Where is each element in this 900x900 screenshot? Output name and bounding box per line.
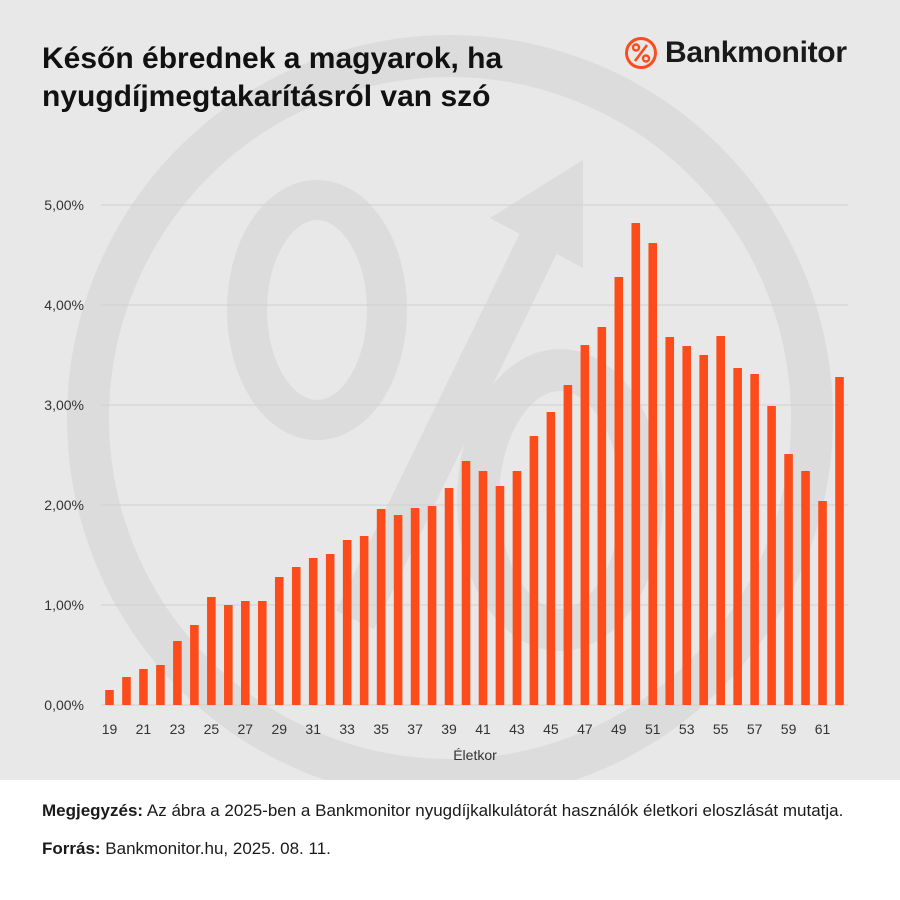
bar-age-45 [546, 412, 556, 705]
bar-age-24 [190, 625, 199, 705]
chart-source: Forrás: Bankmonitor.hu, 2025. 08. 11. [42, 838, 862, 860]
bar-age-40 [461, 461, 471, 705]
bar-age-49 [614, 277, 624, 705]
bar-age-30 [291, 567, 301, 705]
bar-age-23 [173, 641, 182, 705]
bar-age-54 [699, 355, 708, 705]
percent-watermark-icon [67, 35, 833, 780]
footer-notes: Megjegyzés: Az ábra a 2025-ben a Bankmon… [42, 800, 862, 876]
x-tick-label: 53 [679, 721, 695, 737]
source-text: Bankmonitor.hu, 2025. 08. 11. [100, 839, 331, 858]
bar-age-35 [376, 509, 386, 705]
x-tick-label: 59 [781, 721, 797, 737]
y-tick-label: 4,00% [44, 297, 84, 313]
bar-age-52 [665, 337, 675, 705]
bar-age-56 [733, 368, 742, 705]
x-tick-label: 41 [475, 721, 491, 737]
bar-age-58 [767, 406, 776, 705]
page-title: Későn ébrednek a magyarok, ha nyugdíjmeg… [42, 42, 503, 113]
bar-age-22 [156, 665, 165, 705]
bar-age-61 [818, 501, 827, 705]
x-tick-label: 27 [238, 721, 254, 737]
x-tick-label: 25 [204, 721, 220, 737]
chart-bars [105, 223, 844, 705]
bar-age-29 [274, 577, 284, 705]
bar-age-28 [257, 601, 267, 705]
chart-panel: Későn ébrednek a magyarok, ha nyugdíjmeg… [0, 0, 900, 780]
x-tick-label: 51 [645, 721, 661, 737]
bar-age-27 [241, 601, 250, 705]
bar-age-41 [478, 471, 488, 705]
x-tick-label: 49 [611, 721, 627, 737]
bar-chart: 0,00% 1,00% 2,00% 3,00% 4,00% 5,00% 19 21 23 25 2… [44, 197, 848, 763]
x-tick-label: 19 [102, 721, 118, 737]
note-label: Megjegyzés: [42, 801, 144, 820]
bar-age-37 [410, 508, 420, 705]
bar-age-57 [750, 374, 759, 705]
brand-name: Bankmonitor [665, 36, 847, 69]
bar-age-43 [512, 471, 522, 705]
x-tick-label: 23 [170, 721, 186, 737]
bar-age-19 [105, 690, 114, 705]
y-axis-tick-labels: 0,00% 1,00% 2,00% 3,00% 4,00% 5,00% [44, 197, 84, 713]
x-tick-label: 45 [543, 721, 559, 737]
bar-age-20 [122, 677, 131, 705]
bar-age-59 [784, 454, 793, 705]
x-tick-label: 35 [373, 721, 389, 737]
x-tick-label: 31 [305, 721, 321, 737]
y-tick-label: 0,00% [44, 697, 84, 713]
x-axis-title: Életkor [453, 747, 497, 763]
bar-age-32 [325, 554, 335, 705]
bar-age-25 [207, 597, 216, 705]
bar-age-42 [495, 486, 505, 705]
bar-age-31 [308, 558, 318, 705]
bar-age-60 [801, 471, 810, 705]
x-axis-tick-labels: 19 21 23 25 27 29 31 33 35 37 39 41 43 45 47 49 51 53 55 57… [102, 721, 831, 737]
source-label: Forrás: [42, 839, 101, 858]
percent-circle-icon [625, 37, 657, 69]
bar-age-46 [563, 385, 573, 705]
bar-age-21 [139, 669, 148, 705]
x-tick-label: 57 [747, 721, 763, 737]
note-text: Az ábra a 2025-ben a Bankmonitor nyugdíj… [143, 801, 844, 820]
bar-age-50 [631, 223, 641, 705]
bar-age-44 [529, 436, 539, 705]
x-tick-label: 39 [441, 721, 457, 737]
bar-age-62 [835, 377, 844, 705]
bar-age-53 [682, 346, 692, 705]
x-tick-label: 21 [136, 721, 152, 737]
x-tick-label: 43 [509, 721, 525, 737]
x-tick-label: 47 [577, 721, 593, 737]
y-tick-label: 1,00% [44, 597, 84, 613]
x-tick-label: 37 [407, 721, 423, 737]
x-tick-label: 29 [271, 721, 287, 737]
bar-age-38 [427, 506, 437, 705]
bar-age-34 [359, 536, 369, 705]
bar-age-48 [597, 327, 607, 705]
x-tick-label: 55 [713, 721, 729, 737]
x-tick-label: 61 [815, 721, 831, 737]
bar-age-47 [580, 345, 590, 705]
bar-age-39 [444, 488, 454, 705]
bar-age-36 [393, 515, 403, 705]
y-tick-label: 3,00% [44, 397, 84, 413]
bar-age-55 [716, 336, 725, 705]
y-tick-label: 2,00% [44, 497, 84, 513]
brand-logo: Bankmonitor [624, 36, 847, 70]
bar-age-33 [342, 540, 352, 705]
x-tick-label: 33 [339, 721, 355, 737]
bar-age-51 [648, 243, 658, 705]
y-tick-label: 5,00% [44, 197, 84, 213]
chart-note: Megjegyzés: Az ábra a 2025-ben a Bankmon… [42, 800, 862, 822]
bar-age-26 [224, 605, 233, 705]
